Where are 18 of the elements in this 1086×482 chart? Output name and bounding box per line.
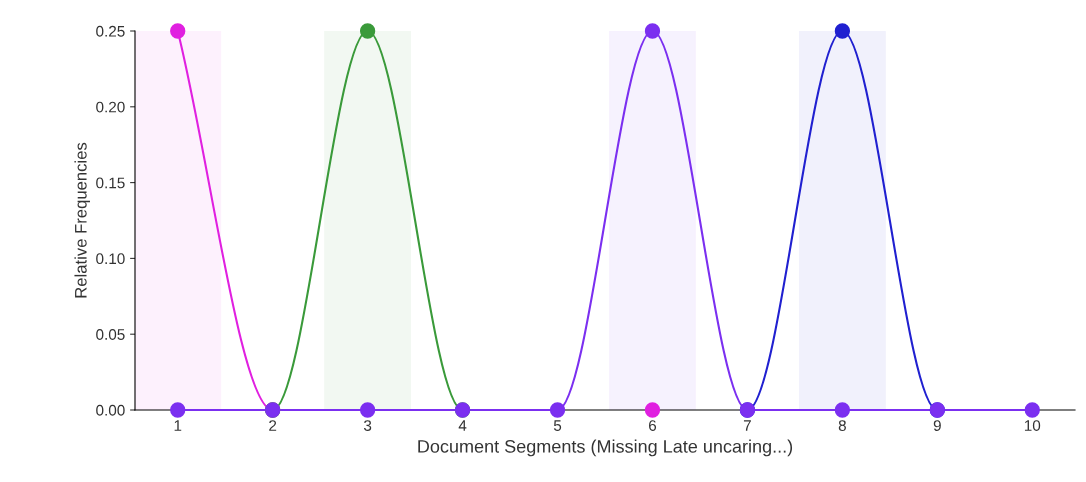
x-axis-title: Document Segments (Missing Late uncaring...) <box>418 439 793 457</box>
x-tick-label: 5 <box>553 420 562 431</box>
x-tick-label: 6 <box>649 420 657 431</box>
y-tick-label: 0.25 <box>96 25 125 37</box>
y-tick-label: 0.10 <box>96 253 125 265</box>
y-tick-label: 0.00 <box>96 404 125 416</box>
y-tick-label: 0.15 <box>96 177 125 189</box>
x-tick-label: 3 <box>363 420 372 431</box>
x-tick-label: 1 <box>174 420 182 431</box>
x-tick-label: 2 <box>269 420 277 431</box>
x-tick-label: 7 <box>743 420 751 431</box>
y-tick-label: 0.20 <box>96 101 125 113</box>
x-tick-label: 10 <box>1024 420 1041 431</box>
y-tick-label: 0.05 <box>96 329 125 340</box>
x-tick-label: 8 <box>838 420 846 431</box>
x-tick-label: 9 <box>933 420 941 431</box>
y-axis-title: Relative Frequencies <box>74 142 90 298</box>
x-tick-label: 4 <box>458 420 467 431</box>
